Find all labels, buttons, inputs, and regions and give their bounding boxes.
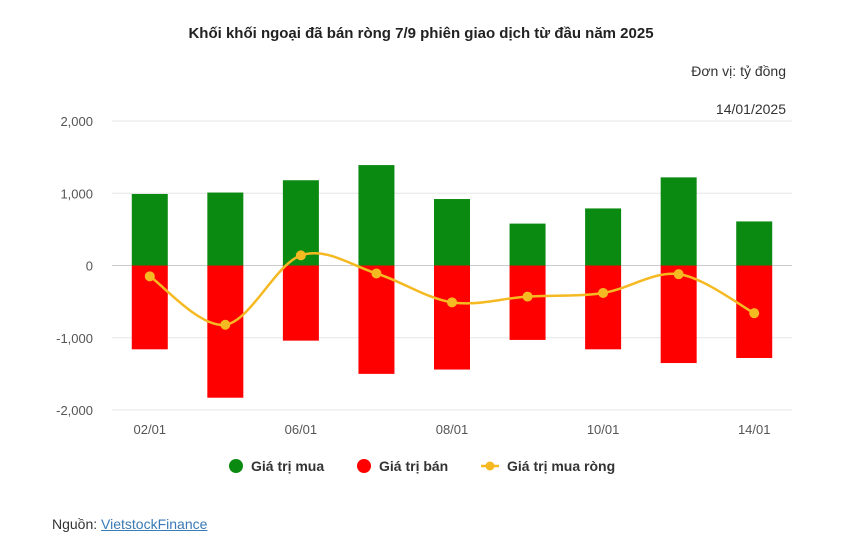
legend-marker xyxy=(485,461,495,471)
bars xyxy=(131,165,773,398)
bar-sell[interactable] xyxy=(358,265,395,374)
x-tick-label: 02/01 xyxy=(134,422,167,437)
legend-label[interactable]: Giá trị mua ròng xyxy=(507,458,615,474)
net-point[interactable] xyxy=(220,319,231,330)
date-label: 14/01/2025 xyxy=(716,101,786,117)
net-point[interactable] xyxy=(749,308,760,319)
bar-sell[interactable] xyxy=(509,265,546,340)
net-point[interactable] xyxy=(144,271,155,282)
legend-label[interactable]: Giá trị mua xyxy=(251,458,324,474)
net-point[interactable] xyxy=(522,291,533,302)
bar-sell[interactable] xyxy=(207,265,244,398)
y-axis: 2,000 1,000 0 -1,000 -2,000 xyxy=(56,114,93,418)
bar-buy[interactable] xyxy=(509,223,546,266)
x-tick-label: 10/01 xyxy=(587,422,620,437)
net-line xyxy=(144,250,760,330)
bar-sell[interactable] xyxy=(585,265,622,350)
chart-title: Khối khối ngoại đã bán ròng 7/9 phiên gi… xyxy=(188,25,653,42)
net-point[interactable] xyxy=(447,297,457,308)
net-point[interactable] xyxy=(295,250,306,261)
bar-sell[interactable] xyxy=(660,265,697,364)
net-point[interactable] xyxy=(673,269,684,280)
legend-marker xyxy=(357,459,371,473)
bar-buy[interactable] xyxy=(358,165,395,266)
bar-buy[interactable] xyxy=(660,177,697,266)
bar-sell[interactable] xyxy=(434,265,470,370)
bar-buy[interactable] xyxy=(207,192,244,266)
net-point[interactable] xyxy=(598,287,609,298)
x-tick-label: 14/01 xyxy=(738,422,771,437)
bar-buy[interactable] xyxy=(434,199,470,266)
x-axis: 02/01 06/01 08/01 10/01 14/01 xyxy=(134,422,771,437)
x-tick-label: 08/01 xyxy=(436,422,469,437)
y-tick-label: -1,000 xyxy=(56,331,93,346)
bar-buy[interactable] xyxy=(131,193,168,266)
legend: Giá trị mua Giá trị bán Giá trị mua ròng xyxy=(229,458,615,474)
y-tick-label: 1,000 xyxy=(60,186,93,201)
legend-marker xyxy=(229,459,243,473)
source-link[interactable]: VietstockFinance xyxy=(101,516,208,532)
source-note: Nguồn: VietstockFinance xyxy=(52,516,207,532)
y-tick-label: 2,000 xyxy=(60,114,93,129)
x-tick-label: 06/01 xyxy=(285,422,318,437)
y-tick-label: 0 xyxy=(86,259,93,274)
unit-label: Đơn vị: tỷ đồng xyxy=(691,63,786,79)
legend-label[interactable]: Giá trị bán xyxy=(379,458,448,474)
bar-sell[interactable] xyxy=(282,265,319,341)
bar-buy[interactable] xyxy=(736,221,773,266)
source-label: Nguồn: xyxy=(52,516,102,532)
y-tick-label: -2,000 xyxy=(56,403,93,418)
net-point[interactable] xyxy=(371,268,382,279)
bar-buy[interactable] xyxy=(585,208,622,266)
